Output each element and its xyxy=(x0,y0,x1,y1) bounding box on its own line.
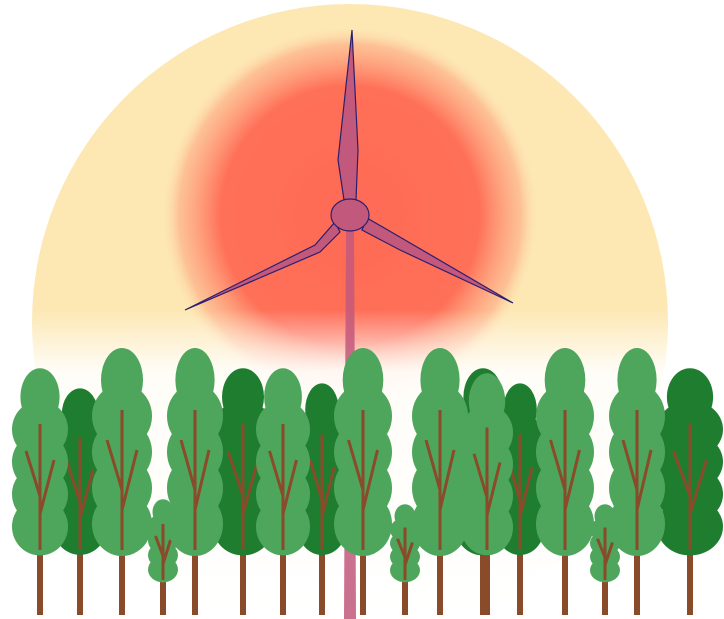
tree-branch xyxy=(347,410,379,550)
tree xyxy=(167,348,223,615)
tree-branch xyxy=(24,424,56,550)
tree-branch xyxy=(308,434,336,550)
tree xyxy=(12,368,68,615)
tree xyxy=(92,348,152,615)
tree-branch xyxy=(549,410,581,550)
tree-branch xyxy=(424,410,456,550)
tree-branch xyxy=(596,527,614,580)
tree-branch xyxy=(179,410,211,550)
tree xyxy=(590,504,620,615)
forest xyxy=(12,348,723,615)
tree-branch xyxy=(65,438,95,550)
tree xyxy=(256,368,310,615)
wind-turbine xyxy=(184,29,514,619)
tree xyxy=(609,348,665,615)
tree-branch xyxy=(472,427,502,550)
tree xyxy=(298,383,346,615)
tree xyxy=(536,348,594,615)
tree-branch xyxy=(154,524,172,580)
tree xyxy=(334,348,392,615)
tree-branch xyxy=(268,424,298,550)
turbine-hub xyxy=(330,198,370,232)
tree xyxy=(148,499,178,615)
tree-branch xyxy=(226,424,260,550)
tree-branch xyxy=(621,410,653,550)
tree-branch xyxy=(105,410,139,550)
tree-branch xyxy=(396,527,414,580)
tree xyxy=(461,373,513,615)
tree xyxy=(657,368,723,615)
tree-branch xyxy=(672,424,708,550)
tree xyxy=(412,348,468,615)
tree xyxy=(213,368,273,615)
